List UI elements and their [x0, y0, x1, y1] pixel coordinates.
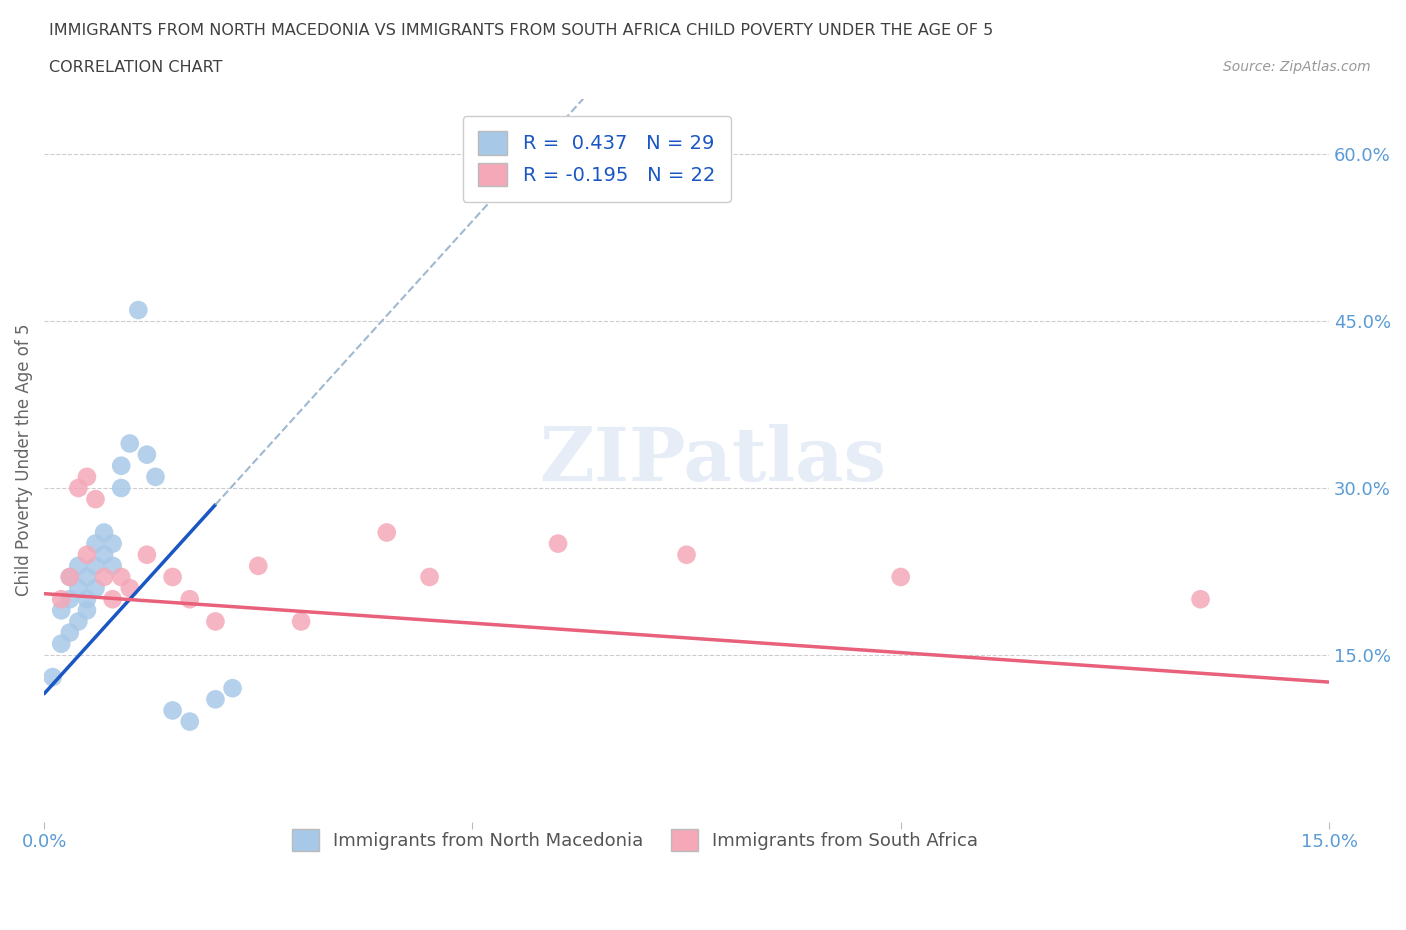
Point: [59, 625, 82, 640]
Point: [675, 547, 697, 562]
Legend: Immigrants from North Macedonia, Immigrants from South Africa: Immigrants from North Macedonia, Immigra…: [283, 819, 987, 859]
Point: [419, 569, 441, 584]
Point: [51, 636, 73, 651]
Point: [135, 447, 157, 462]
Point: [93, 569, 115, 584]
Point: [247, 558, 270, 573]
Point: [76, 591, 98, 606]
Point: [110, 458, 132, 473]
Point: [1189, 591, 1212, 606]
Point: [118, 436, 141, 451]
Point: [162, 569, 184, 584]
Point: [93, 525, 115, 540]
Point: [101, 558, 124, 573]
Point: [67, 558, 90, 573]
Point: [162, 703, 184, 718]
Point: [127, 302, 149, 317]
Point: [890, 569, 912, 584]
Point: [145, 470, 167, 485]
Y-axis label: Child Poverty Under the Age of 5: Child Poverty Under the Age of 5: [15, 324, 32, 596]
Text: CORRELATION CHART: CORRELATION CHART: [49, 60, 222, 75]
Point: [51, 591, 73, 606]
Point: [84, 492, 107, 507]
Point: [204, 692, 226, 707]
Point: [67, 481, 90, 496]
Point: [221, 681, 243, 696]
Point: [84, 558, 107, 573]
Point: [59, 569, 82, 584]
Point: [76, 569, 98, 584]
Text: Source: ZipAtlas.com: Source: ZipAtlas.com: [1223, 60, 1371, 74]
Point: [67, 580, 90, 595]
Text: ZIPatlas: ZIPatlas: [538, 424, 886, 497]
Point: [290, 614, 312, 629]
Point: [101, 591, 124, 606]
Point: [179, 591, 201, 606]
Point: [59, 569, 82, 584]
Point: [51, 603, 73, 618]
Point: [84, 580, 107, 595]
Point: [118, 580, 141, 595]
Point: [204, 614, 226, 629]
Point: [547, 537, 569, 551]
Point: [59, 591, 82, 606]
Point: [84, 537, 107, 551]
Point: [179, 714, 201, 729]
Point: [101, 537, 124, 551]
Point: [375, 525, 398, 540]
Text: IMMIGRANTS FROM NORTH MACEDONIA VS IMMIGRANTS FROM SOUTH AFRICA CHILD POVERTY UN: IMMIGRANTS FROM NORTH MACEDONIA VS IMMIG…: [49, 23, 994, 38]
Point: [67, 614, 90, 629]
Point: [76, 603, 98, 618]
Point: [110, 569, 132, 584]
Point: [110, 481, 132, 496]
Point: [76, 470, 98, 485]
Point: [76, 547, 98, 562]
Point: [93, 547, 115, 562]
Point: [135, 547, 157, 562]
Point: [41, 670, 63, 684]
